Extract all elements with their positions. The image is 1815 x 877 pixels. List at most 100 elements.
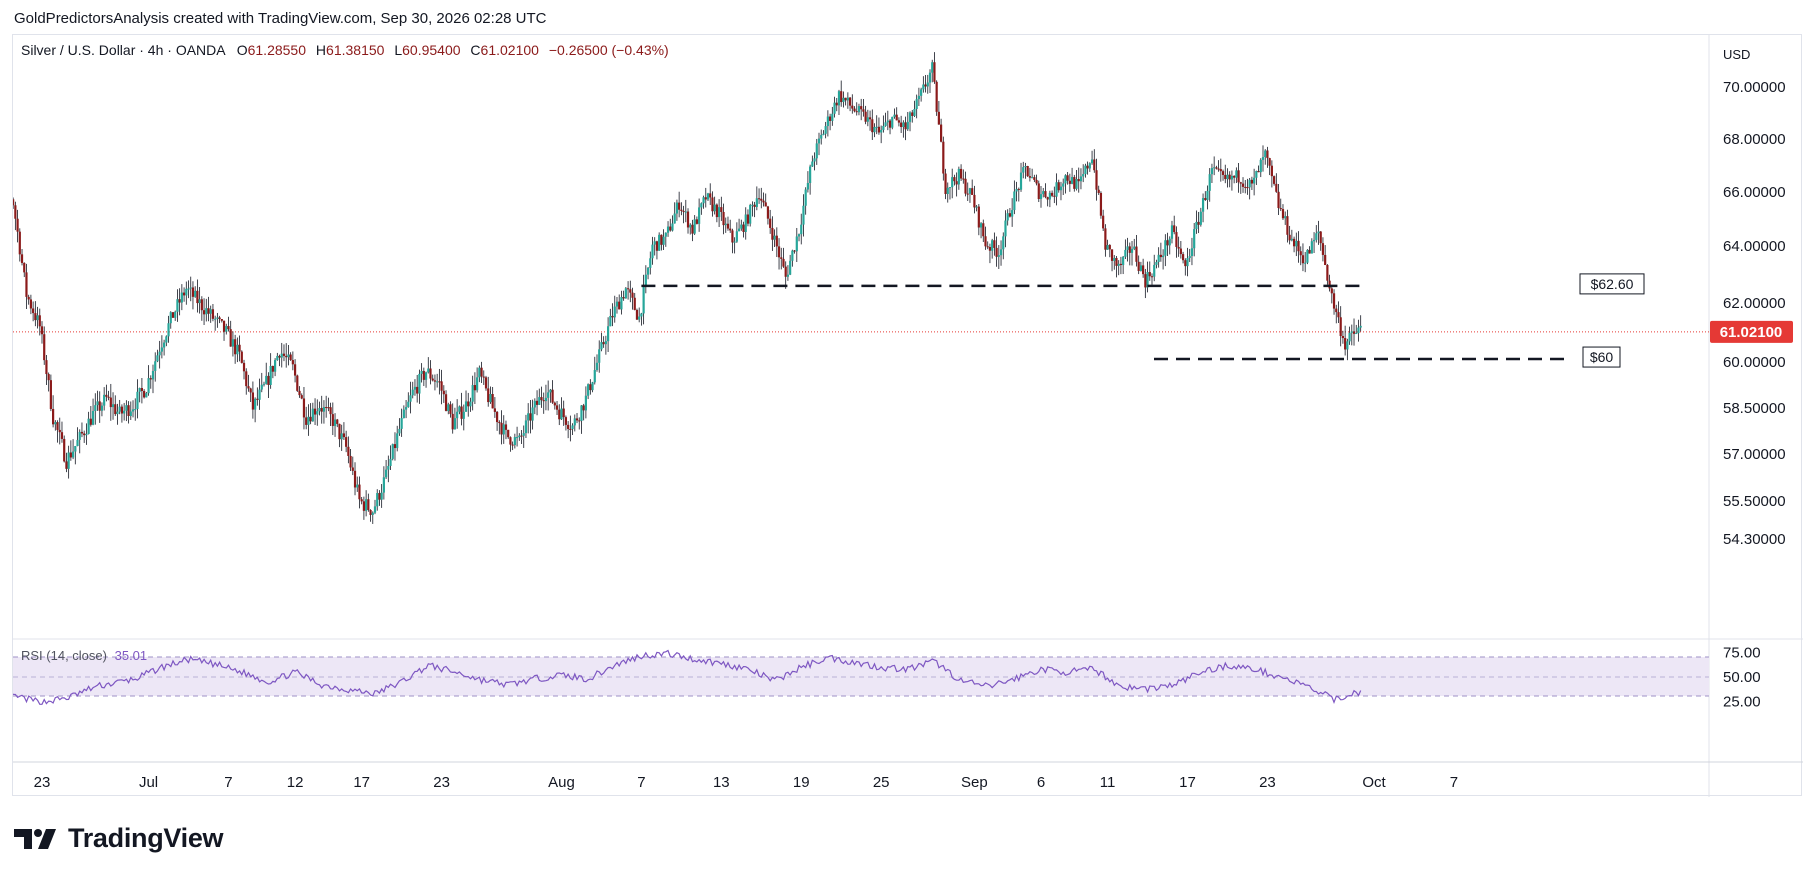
candle-209 [451, 403, 454, 434]
time-tick-16: Oct [1362, 774, 1386, 791]
candle-162 [347, 436, 350, 464]
candle-65 [131, 400, 135, 418]
candle-527 [1157, 247, 1160, 268]
candle-144 [307, 404, 310, 436]
candle-406 [888, 119, 892, 135]
candle-540 [1186, 247, 1189, 277]
candle-504 [1106, 239, 1109, 250]
candle-405 [886, 110, 889, 131]
candle-383 [837, 89, 841, 115]
candle-544 [1195, 210, 1198, 234]
current-price-badge-label: 61.02100 [1720, 324, 1783, 341]
candle-604 [1328, 274, 1331, 292]
candle-45 [87, 411, 90, 435]
candle-518 [1137, 255, 1140, 275]
candle-354 [773, 229, 776, 247]
candle-301 [655, 240, 659, 260]
candle-58 [116, 403, 119, 425]
time-tick-15: 23 [1259, 774, 1276, 791]
candle-120 [254, 397, 257, 423]
time-tick-3: 12 [287, 774, 304, 791]
candle-593 [1304, 251, 1307, 273]
candle-266 [578, 417, 581, 430]
candle-435 [953, 174, 956, 186]
candle-115 [242, 359, 246, 380]
candle-586 [1288, 225, 1291, 245]
candle-425 [931, 59, 934, 83]
candle-81 [167, 315, 170, 343]
currency-label[interactable]: USD [1723, 47, 1750, 62]
candle-116 [245, 368, 248, 395]
candle-352 [769, 209, 772, 234]
high-label: H [316, 42, 326, 58]
candle-330 [720, 196, 723, 221]
candle-567 [1246, 178, 1249, 195]
time-axis[interactable]: 23 Jul 7 12 17 23 Aug 7 13 19 25 Sep 6 11 17 23 Oct 7 [34, 774, 1458, 791]
candle-315 [686, 208, 690, 234]
candle-413 [904, 116, 907, 141]
candle-461 [1011, 198, 1014, 227]
candle-55 [109, 383, 112, 421]
candle-367 [802, 194, 805, 237]
candle-199 [429, 360, 432, 385]
candle-181 [389, 445, 392, 471]
candle-582 [1279, 198, 1282, 212]
candle-473 [1037, 180, 1040, 203]
candle-599 [1317, 220, 1320, 245]
candle-538 [1181, 251, 1185, 264]
candle-403 [882, 115, 885, 133]
candle-475 [1042, 187, 1045, 198]
candle-382 [835, 97, 838, 112]
candle-292 [635, 308, 639, 321]
rsi-tick-0: 75.00 [1723, 645, 1761, 662]
symbol-legend[interactable]: Silver / U.S. Dollar · 4h · OANDA O61.28… [21, 42, 669, 58]
candle-375 [820, 129, 823, 145]
candle-390 [853, 106, 856, 113]
candle-502 [1102, 209, 1105, 231]
candle-166 [356, 476, 359, 492]
candle-173 [371, 511, 374, 524]
candle-558 [1226, 168, 1229, 188]
candle-600 [1319, 231, 1322, 251]
candle-572 [1257, 165, 1260, 173]
rsi-legend[interactable]: RSI (14, close) 35.01 [21, 648, 147, 663]
chart-frame[interactable]: 70.00000 68.00000 66.00000 64.00000 62.00000… [12, 34, 1803, 797]
candle-408 [893, 108, 896, 119]
candle-169 [362, 496, 365, 520]
rsi-legend-label[interactable]: RSI (14, close) [21, 648, 107, 663]
candle-141 [300, 393, 303, 400]
candle-482 [1057, 179, 1060, 193]
candle-602 [1324, 245, 1327, 266]
chart-svg[interactable]: 70.00000 68.00000 66.00000 64.00000 62.00000… [13, 35, 1803, 797]
candle-140 [298, 386, 301, 398]
price-tick-4: 62.00000 [1723, 295, 1786, 312]
candle-307 [669, 218, 672, 232]
candle-194 [418, 369, 421, 404]
candle-288 [626, 281, 630, 300]
candle-513 [1126, 237, 1129, 262]
candle-93 [194, 286, 197, 298]
price-axis[interactable]: 70.00000 68.00000 66.00000 64.00000 62.00000… [1723, 79, 1786, 548]
low-label: L [394, 42, 402, 58]
candle-229 [496, 410, 499, 431]
candle-348 [760, 187, 763, 209]
candle-98 [205, 298, 208, 322]
candle-222 [480, 361, 483, 383]
candle-536 [1177, 236, 1180, 257]
rsi-tick-2: 25.00 [1723, 693, 1761, 710]
candle-251 [544, 384, 548, 411]
symbol-name[interactable]: Silver / U.S. Dollar · 4h · OANDA [21, 42, 226, 58]
candle-361 [789, 254, 792, 276]
tradingview-logo-icon [14, 828, 56, 849]
candle-415 [908, 111, 912, 132]
candle-297 [646, 267, 650, 280]
candle-493 [1082, 164, 1085, 183]
tradingview-logo[interactable]: TradingView [14, 823, 224, 854]
candle-385 [842, 91, 845, 108]
candle-201 [433, 374, 437, 391]
candle-90 [187, 280, 190, 299]
candle-371 [811, 155, 814, 167]
level-label-1: $60 [1590, 349, 1614, 365]
candle-400 [875, 115, 878, 135]
candle-145 [309, 403, 312, 425]
